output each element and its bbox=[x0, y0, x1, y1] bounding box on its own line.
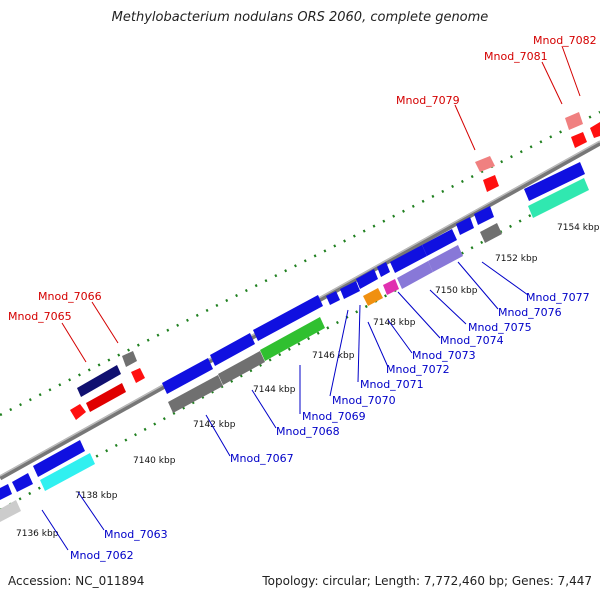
gene-7065-red[interactable] bbox=[86, 383, 126, 412]
gene-label-mnod-7071[interactable]: Mnod_7071 bbox=[360, 378, 424, 391]
gene-7081-pink[interactable] bbox=[565, 112, 583, 130]
tick-label: 7142 kbp bbox=[193, 420, 236, 430]
leader-line bbox=[457, 261, 499, 310]
gene-blue-1[interactable] bbox=[0, 484, 12, 500]
gene-label-mnod-7073[interactable]: Mnod_7073 bbox=[412, 349, 476, 362]
leader-line bbox=[561, 45, 581, 97]
gene-label-mnod-7077[interactable]: Mnod_7077 bbox=[526, 291, 590, 304]
labels-blue: Mnod_7062 Mnod_7063 Mnod_7067 Mnod_7068 … bbox=[70, 291, 590, 562]
tick-label: 7140 kbp bbox=[133, 456, 176, 466]
leader-line bbox=[481, 261, 529, 296]
gene-red-small-left[interactable] bbox=[70, 404, 86, 420]
gene-7066-red[interactable] bbox=[131, 368, 145, 383]
gene-label-mnod-7075[interactable]: Mnod_7075 bbox=[468, 321, 532, 334]
gene-label-mnod-7068[interactable]: Mnod_7068 bbox=[276, 425, 340, 438]
gene-blue-5[interactable] bbox=[210, 333, 255, 366]
gene-7069-green[interactable] bbox=[260, 317, 325, 361]
leader-line bbox=[357, 304, 361, 383]
inner-genes bbox=[0, 162, 589, 522]
leader-line bbox=[429, 289, 467, 325]
gene-label-mnod-7070[interactable]: Mnod_7070 bbox=[332, 394, 396, 407]
tick-label: 7136 kbp bbox=[16, 529, 59, 539]
gene-blue-15[interactable] bbox=[524, 162, 585, 201]
gene-label-mnod-7076[interactable]: Mnod_7076 bbox=[498, 306, 562, 319]
gene-blue-6[interactable] bbox=[253, 295, 323, 341]
gene-label-mnod-7082[interactable]: Mnod_7082 bbox=[533, 34, 597, 47]
gene-blue-7[interactable] bbox=[326, 291, 340, 305]
tick-label: 7148 kbp bbox=[373, 318, 416, 328]
gene-7067-gray[interactable] bbox=[168, 375, 223, 413]
tick-label: 7138 kbp bbox=[75, 491, 118, 501]
leader-line bbox=[205, 414, 231, 457]
gene-blue-2[interactable] bbox=[12, 473, 33, 492]
gene-label-mnod-7072[interactable]: Mnod_7072 bbox=[386, 363, 450, 376]
leader-line bbox=[77, 491, 105, 531]
gene-red-edge[interactable] bbox=[590, 122, 600, 138]
leader-line bbox=[454, 104, 476, 151]
gene-label-mnod-7067[interactable]: Mnod_7067 bbox=[230, 452, 294, 465]
leader-line bbox=[91, 301, 119, 344]
leader-line bbox=[329, 309, 349, 397]
leader-lines-blue bbox=[41, 261, 529, 551]
genome-summary-text: Topology: circular; Length: 7,772,460 bp… bbox=[262, 574, 592, 588]
accession-text: Accession: NC_011894 bbox=[8, 574, 145, 588]
gene-blue-8[interactable] bbox=[340, 281, 360, 299]
tick-label: 7146 kbp bbox=[312, 351, 355, 361]
gene-7062-gray[interactable] bbox=[0, 500, 21, 522]
gene-7065-dark[interactable] bbox=[77, 365, 121, 397]
gene-7072-magenta[interactable] bbox=[383, 279, 399, 295]
gene-label-mnod-7065[interactable]: Mnod_7065 bbox=[8, 310, 72, 323]
outer-genes bbox=[70, 112, 600, 420]
gene-teal[interactable] bbox=[528, 178, 589, 218]
gene-blue-13[interactable] bbox=[456, 217, 474, 235]
leader-lines-red bbox=[61, 45, 581, 363]
gene-label-mnod-7074[interactable]: Mnod_7074 bbox=[440, 334, 504, 347]
gene-label-mnod-7066[interactable]: Mnod_7066 bbox=[38, 290, 102, 303]
gene-label-mnod-7069[interactable]: Mnod_7069 bbox=[302, 410, 366, 423]
gene-7068-gray[interactable] bbox=[218, 351, 265, 385]
leader-line bbox=[61, 322, 87, 363]
leader-line bbox=[251, 389, 277, 429]
gene-label-mnod-7063[interactable]: Mnod_7063 bbox=[104, 528, 168, 541]
gene-7082-red[interactable] bbox=[571, 132, 587, 148]
gene-blue-4[interactable] bbox=[162, 358, 213, 394]
gene-label-mnod-7062[interactable]: Mnod_7062 bbox=[70, 549, 134, 562]
gene-blue-14[interactable] bbox=[474, 206, 494, 225]
gene-7077-gray[interactable] bbox=[480, 223, 502, 243]
guide-lines bbox=[0, 110, 600, 512]
tick-label: 7154 kbp bbox=[557, 223, 600, 233]
gene-7071-orange[interactable] bbox=[363, 288, 383, 306]
gene-7073-purple[interactable] bbox=[397, 261, 433, 289]
tick-label: 7152 kbp bbox=[495, 254, 538, 264]
gene-7063-cyan[interactable] bbox=[40, 453, 95, 491]
gene-blue-9[interactable] bbox=[356, 269, 378, 289]
tick-label: 7150 kbp bbox=[435, 286, 478, 296]
map-title: Methylobacterium nodulans ORS 2060, comp… bbox=[111, 10, 489, 25]
labels-red: Mnod_7065 Mnod_7066 Mnod_7079 Mnod_7081 … bbox=[8, 34, 597, 323]
tick-labels: 7136 kbp 7138 kbp 7140 kbp 7142 kbp 7144… bbox=[16, 223, 600, 539]
leader-line bbox=[41, 509, 69, 551]
gene-blue-12[interactable] bbox=[422, 229, 457, 256]
gene-7079-red[interactable] bbox=[483, 175, 499, 192]
leader-line bbox=[387, 319, 413, 354]
gene-blue-11[interactable] bbox=[390, 245, 427, 273]
gene-label-mnod-7081[interactable]: Mnod_7081 bbox=[484, 50, 548, 63]
gene-blue-3[interactable] bbox=[33, 440, 85, 477]
gene-7066-gray[interactable] bbox=[122, 351, 137, 367]
leader-line bbox=[541, 61, 563, 105]
leader-line bbox=[397, 291, 441, 339]
tick-label: 7144 kbp bbox=[253, 385, 296, 395]
gene-label-mnod-7079[interactable]: Mnod_7079 bbox=[396, 94, 460, 107]
gene-7079-pink[interactable] bbox=[475, 156, 495, 172]
leader-line bbox=[367, 321, 389, 368]
gene-7074-purple[interactable] bbox=[428, 245, 463, 272]
inner-guide-line bbox=[0, 208, 541, 512]
gene-blue-10[interactable] bbox=[377, 262, 390, 277]
